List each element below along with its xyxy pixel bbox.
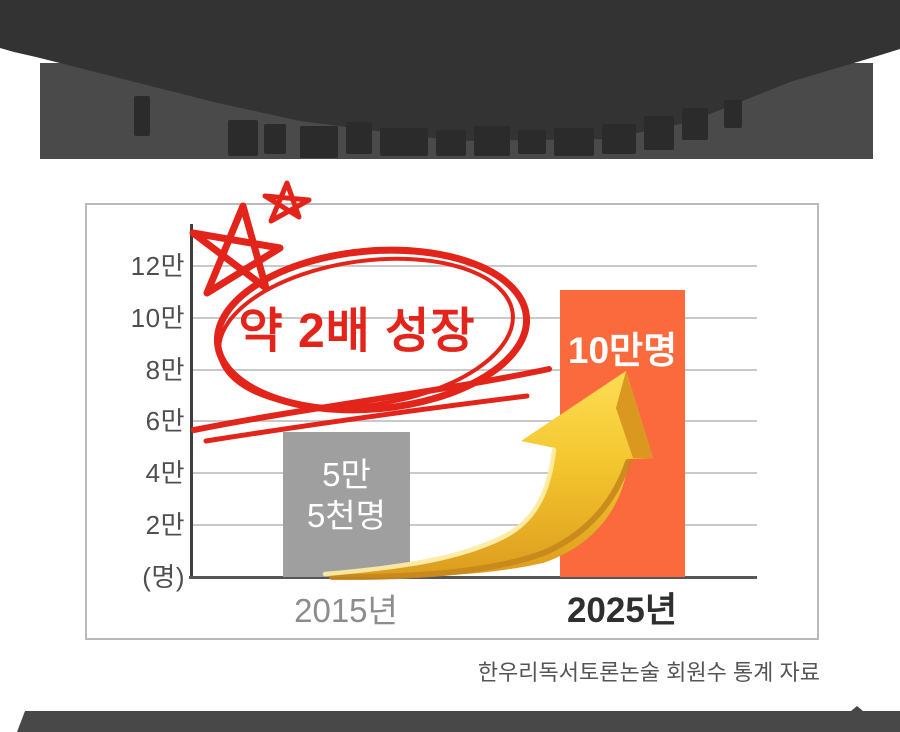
growth-annotation: 약 2배 성장 bbox=[238, 305, 476, 358]
x-label-2025: 2025년 bbox=[566, 591, 678, 630]
small-star-icon bbox=[262, 180, 312, 224]
y-axis-unit: (명) bbox=[142, 562, 185, 592]
arrow-highlight-edge bbox=[322, 447, 557, 577]
underline-doodle-1 bbox=[191, 366, 552, 433]
arrow-body bbox=[323, 371, 653, 578]
source-caption: 한우리독서토론논술 회원수 통계 자료 bbox=[477, 660, 820, 685]
bar-2025-value-label: 10만명 bbox=[567, 330, 678, 371]
y-tick-6: 6만 bbox=[145, 406, 185, 436]
obscured-title-text bbox=[134, 96, 742, 158]
underline-doodle-2 bbox=[203, 393, 530, 444]
bar-2015-value-line1: 5만 bbox=[322, 456, 371, 493]
arrow-shadow-edge bbox=[329, 459, 631, 581]
circle-doodle-inner bbox=[217, 256, 515, 410]
y-tick-2: 2만 bbox=[145, 510, 185, 540]
banner-dark-ribbon bbox=[0, 0, 900, 141]
y-tick-10: 10만 bbox=[130, 303, 185, 333]
bar-2015: 5만 5천명 bbox=[283, 432, 410, 577]
y-tick-12: 12만 bbox=[130, 251, 185, 281]
footer-ribbon bbox=[17, 706, 900, 732]
bar-2015-value-line2: 5천명 bbox=[306, 497, 387, 535]
y-tick-8: 8만 bbox=[145, 355, 185, 385]
arrow-head-bevel bbox=[616, 371, 653, 458]
y-tick-4: 4만 bbox=[145, 458, 185, 488]
header-banner bbox=[0, 0, 900, 159]
x-label-2015: 2015년 bbox=[294, 592, 398, 629]
bar-2015-value-label: 5만 5천명 bbox=[307, 454, 386, 537]
big-star-icon bbox=[189, 202, 284, 297]
